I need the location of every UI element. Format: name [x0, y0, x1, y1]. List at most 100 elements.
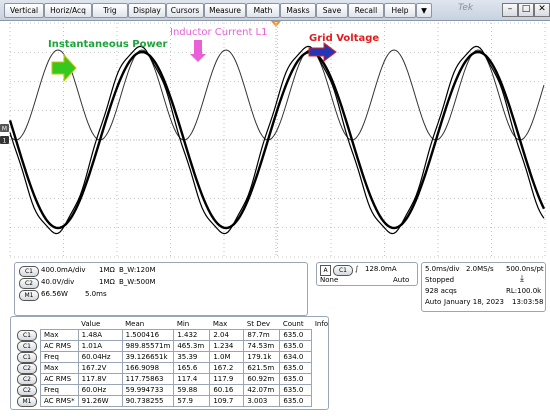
measurement-min: 59.88	[173, 384, 211, 396]
measurement-source: C2	[14, 384, 41, 396]
measurement-min: 465.3m	[173, 340, 211, 352]
menu-help[interactable]: Help	[384, 3, 416, 18]
measurement-stdev: 42.07m	[243, 384, 281, 396]
measurement-source: C1	[14, 340, 41, 352]
measurement-value: 1.01A	[77, 340, 123, 352]
measurement-max: 1.0M	[209, 351, 245, 363]
menu-masks[interactable]: Masks	[280, 3, 316, 18]
menu-save[interactable]: Save	[316, 3, 348, 18]
measurement-count: 635.0	[279, 329, 313, 341]
menu-dropdown-button[interactable]: ▼	[416, 3, 432, 18]
math-marker-label: M	[2, 126, 7, 133]
measurement-min: 57.9	[173, 395, 211, 407]
measurement-name: Max	[40, 329, 79, 341]
blue-arrow-icon	[308, 42, 337, 62]
measurement-value: 91.26W	[77, 395, 123, 407]
header-name	[41, 319, 79, 330]
menu-vertical[interactable]: Vertical	[4, 3, 44, 18]
measurement-mean: 117.75863	[121, 373, 175, 385]
measurement-row[interactable]: C2 AC RMS 117.8V 117.75863 117.4 117.9 60.92m 6…	[14, 373, 334, 385]
maximize-button[interactable]: □	[518, 3, 534, 17]
trigger-channel-badge[interactable]: C1	[333, 265, 353, 276]
ch2-badge[interactable]: C2	[19, 278, 39, 289]
measurement-source-badge[interactable]: M1	[17, 395, 37, 407]
trigger-position-marker[interactable]	[271, 21, 281, 27]
measurement-stdev: 60.92m	[243, 373, 281, 385]
measurement-source-badge[interactable]: C1	[17, 329, 37, 341]
measurement-mean: 989.85571m	[121, 340, 175, 352]
menu-trigger[interactable]: Trig	[92, 3, 128, 18]
acquisition-panel[interactable]: 5.0ms/div 2.0MS/s 500.0ns/pt Stopped ⤓ 9…	[421, 262, 546, 312]
measurement-row[interactable]: C1 AC RMS 1.01A 989.85571m 465.3m 1.234 74.53m…	[14, 340, 334, 352]
measurement-info	[312, 374, 334, 385]
ch1-scale: 400.0mA/div	[41, 266, 86, 274]
measurement-source: C2	[14, 362, 41, 374]
trigger-marker-label: T	[273, 22, 278, 28]
measurement-info	[312, 330, 334, 341]
measurement-min: 35.39	[173, 351, 211, 363]
menu-cursors[interactable]: Cursors	[166, 3, 204, 18]
measurement-row[interactable]: C1 Freq 60.04Hz 39.126651k 35.39 1.0M 179.1k 63…	[14, 351, 334, 363]
acquisition-count: 928 acqs	[425, 287, 457, 295]
single-sequence-icon: ⤓	[520, 274, 524, 284]
waveform-display[interactable]: T 1 M Instantaneous Power Inductor Curre…	[0, 21, 550, 259]
measurement-stdev: 3.003	[243, 395, 281, 407]
grid-voltage-label: Grid Voltage	[309, 33, 379, 44]
measurement-source-badge[interactable]: C1	[17, 351, 37, 363]
trigger-mode: Auto	[393, 276, 410, 284]
measurement-value: 60.04Hz	[77, 351, 123, 363]
menu-bar: Vertical Horiz/Acq Trig Display Cursors …	[0, 0, 550, 21]
measurement-source-badge[interactable]: C2	[17, 384, 37, 396]
measurement-name: AC RMS	[40, 373, 79, 385]
inductor-current-label: Inductor Current L1	[170, 27, 267, 38]
close-button[interactable]: ✕	[534, 3, 550, 17]
measurement-row[interactable]: C2 Freq 60.0Hz 59.994733 59.88 60.16 42.07m 635…	[14, 384, 334, 396]
measurement-name: Freq	[40, 351, 79, 363]
measurement-source: C1	[14, 329, 41, 341]
measurement-row[interactable]: C2 Max 167.2V 166.9098 165.6 167.2 621.5m 635.0	[14, 362, 334, 374]
trigger-coupling: None	[320, 276, 339, 284]
ch1-badge[interactable]: C1	[19, 266, 39, 277]
minimize-button[interactable]: –	[502, 3, 518, 17]
trigger-panel[interactable]: A C1 ∫ 128.0mA None Auto	[316, 262, 418, 286]
time: 13:03:58	[512, 298, 544, 306]
measurement-value: 1.48A	[77, 329, 123, 341]
ch2-impedance: 1MΩ	[99, 278, 115, 286]
instantaneous-power-label: Instantaneous Power	[48, 39, 168, 50]
measurement-info	[312, 341, 334, 352]
grid-voltage-trace	[8, 50, 546, 230]
measurement-row[interactable]: M1 AC RMS* 91.26W 90.738255 57.9 109.7 3.003 63…	[14, 395, 334, 407]
math-scale: 66.56W	[41, 290, 68, 298]
ch2-bandwidth: B_W:500M	[119, 278, 156, 286]
ch1-ground-marker[interactable]	[0, 136, 9, 144]
measurement-source-badge[interactable]: C2	[17, 373, 37, 385]
menu-math[interactable]: Math	[246, 3, 280, 18]
measurement-source: M1	[14, 395, 41, 407]
menu-display[interactable]: Display	[128, 3, 166, 18]
measurement-min: 1.432	[173, 329, 211, 341]
measurement-count: 635.0	[279, 373, 313, 385]
measurement-mean: 39.126651k	[121, 351, 175, 363]
measurement-min: 165.6	[173, 362, 211, 374]
menu-measure[interactable]: Measure	[204, 3, 246, 18]
measurement-max: 60.16	[209, 384, 245, 396]
header-value: Value	[81, 320, 101, 328]
math-timebase: 5.0ms	[85, 290, 107, 298]
measurement-min: 117.4	[173, 373, 211, 385]
measurement-count: 634.0	[279, 351, 313, 363]
math-badge[interactable]: M1	[19, 290, 39, 301]
measurement-name: Freq	[40, 384, 79, 396]
date: January 18, 2023	[444, 298, 504, 306]
measurement-info	[312, 352, 334, 363]
menu-recall[interactable]: Recall	[348, 3, 384, 18]
measurement-mean: 1.500416	[121, 329, 175, 341]
header-max: Max	[212, 320, 228, 328]
measurement-row[interactable]: C1 Max 1.48A 1.500416 1.432 2.04 87.7m 635.0	[14, 329, 334, 341]
measurement-source-badge[interactable]: C1	[17, 340, 37, 352]
measurement-info	[312, 385, 334, 396]
math-ground-marker[interactable]	[0, 124, 9, 132]
measurement-source: C2	[14, 373, 41, 385]
menu-horiz-acq[interactable]: Horiz/Acq	[44, 3, 92, 18]
sample-rate: 2.0MS/s	[466, 265, 494, 273]
measurement-source-badge[interactable]: C2	[17, 362, 37, 374]
